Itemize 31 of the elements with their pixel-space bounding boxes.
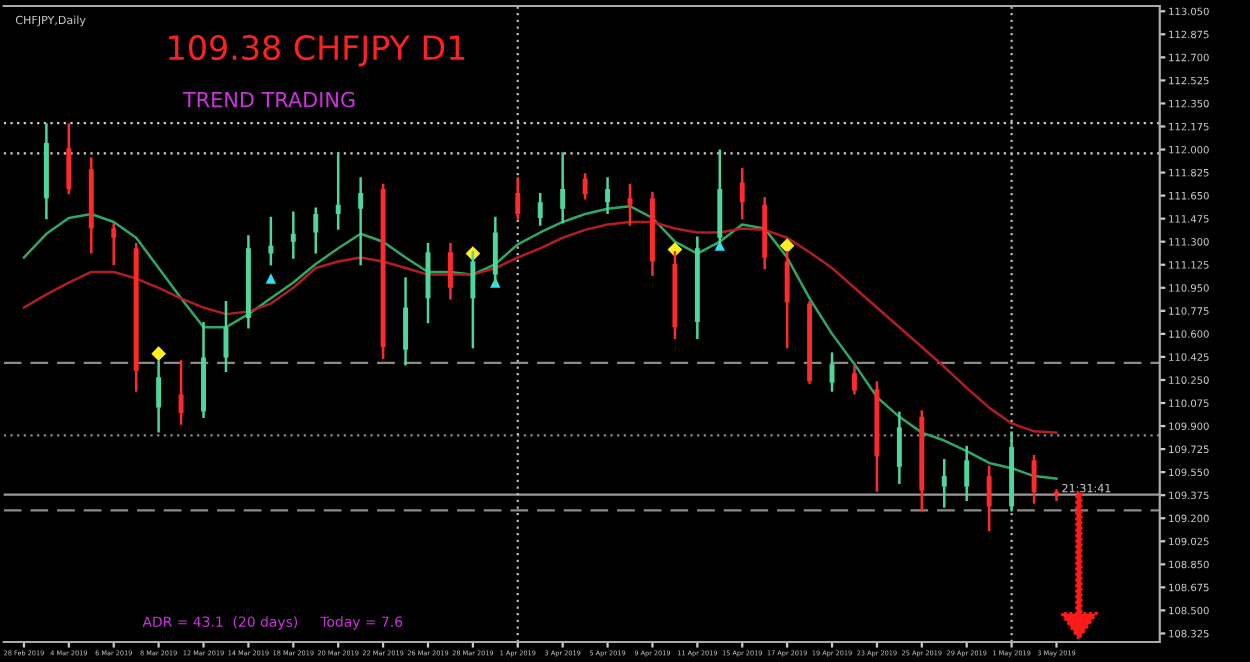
candlestick bbox=[290, 211, 296, 259]
candlestick bbox=[1031, 455, 1037, 504]
point bbox=[265, 273, 277, 284]
candlestick bbox=[852, 365, 857, 395]
candlestick bbox=[896, 411, 902, 484]
candlestick bbox=[268, 216, 274, 266]
candlestick bbox=[605, 177, 611, 214]
candlestick bbox=[582, 173, 588, 200]
candlestick bbox=[335, 152, 341, 230]
candlestick bbox=[964, 445, 970, 502]
candlestick bbox=[156, 360, 162, 433]
candlestick bbox=[178, 360, 184, 425]
point bbox=[779, 238, 795, 253]
candlestick bbox=[111, 223, 117, 266]
candlestick bbox=[1054, 489, 1059, 502]
candlestick bbox=[986, 465, 992, 532]
candlestick bbox=[941, 459, 947, 508]
candlestick bbox=[447, 243, 453, 300]
candlestick bbox=[313, 207, 319, 254]
candlestick bbox=[560, 152, 566, 224]
text: 109.38 CHFJPY D1 bbox=[169, 34, 465, 67]
candlestick bbox=[784, 250, 790, 349]
candlestick bbox=[403, 277, 409, 366]
candlestick bbox=[739, 168, 745, 220]
text: TREND TRADING bbox=[182, 91, 355, 108]
candlestick bbox=[358, 177, 364, 266]
candlestick bbox=[537, 193, 543, 226]
candlestick bbox=[66, 123, 72, 195]
line-series bbox=[22, 220, 1058, 434]
point bbox=[151, 346, 166, 361]
candlestick bbox=[515, 177, 521, 220]
